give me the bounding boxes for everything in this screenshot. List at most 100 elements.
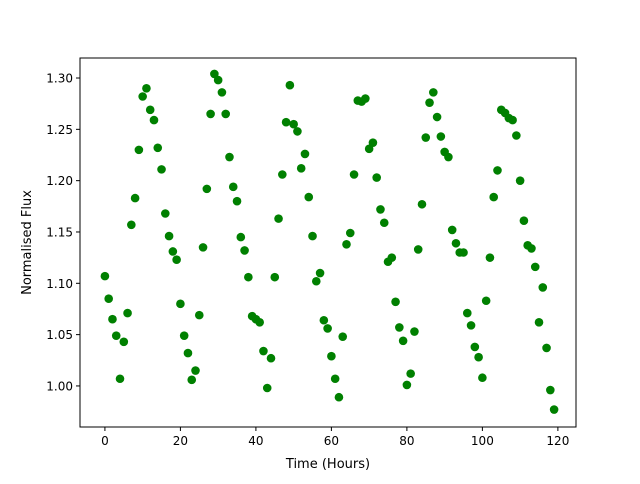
data-point — [127, 220, 136, 230]
data-point — [538, 283, 548, 292]
y-axis-ticks: 1.00 1.05 1.10 1.15 1.20 1.25 1.30 — [46, 72, 80, 393]
data-point — [198, 243, 208, 252]
x-tick-label: 20 — [173, 434, 188, 448]
data-point — [417, 199, 427, 209]
data-point — [345, 228, 355, 238]
data-point — [391, 297, 400, 307]
data-point — [244, 272, 253, 282]
data-point — [398, 336, 408, 346]
data-point — [179, 331, 189, 340]
data-point — [444, 152, 453, 162]
data-point — [289, 119, 298, 129]
data-point — [338, 332, 348, 341]
data-point — [130, 193, 140, 203]
data-point — [319, 315, 329, 325]
data-points — [100, 69, 559, 414]
data-point — [206, 109, 215, 119]
data-point — [323, 324, 332, 333]
data-point — [281, 117, 291, 127]
data-point — [387, 253, 397, 262]
data-point — [157, 165, 166, 174]
data-point — [379, 218, 389, 228]
data-point — [191, 366, 200, 375]
data-point — [527, 244, 536, 253]
data-point — [376, 205, 385, 214]
data-point — [176, 299, 185, 309]
data-point — [330, 374, 340, 384]
data-point — [421, 133, 431, 142]
data-point — [451, 238, 461, 248]
x-axis-label: Time (Hours) — [285, 457, 370, 472]
data-point — [225, 152, 234, 162]
y-tick-label: 1.20 — [46, 174, 73, 188]
data-point — [462, 308, 472, 318]
data-point — [255, 318, 264, 327]
y-tick-label: 1.05 — [46, 328, 73, 342]
data-point — [285, 80, 295, 90]
data-point — [425, 98, 434, 107]
data-point — [183, 348, 193, 358]
data-point — [119, 337, 129, 347]
data-point — [447, 225, 457, 235]
data-point — [296, 164, 306, 173]
data-point — [115, 374, 125, 384]
data-point — [270, 272, 280, 282]
data-point — [478, 373, 487, 383]
data-point — [164, 231, 174, 241]
x-axis-ticks: 0 20 40 60 80 100 120 — [101, 427, 569, 448]
data-point — [459, 248, 468, 257]
data-point — [485, 253, 495, 262]
data-point — [266, 353, 276, 363]
data-point — [228, 182, 238, 192]
data-point — [100, 271, 110, 281]
data-point — [232, 196, 242, 206]
data-point — [308, 231, 317, 241]
data-point — [262, 383, 272, 393]
data-point — [368, 138, 378, 147]
data-point — [546, 385, 555, 395]
data-point — [153, 143, 163, 153]
data-point — [194, 310, 204, 320]
x-tick-label: 0 — [101, 434, 109, 448]
data-point — [311, 276, 321, 286]
data-point — [508, 115, 517, 125]
data-point — [278, 170, 287, 179]
data-point — [202, 184, 212, 194]
data-point — [549, 405, 559, 414]
x-tick-label: 60 — [324, 434, 339, 448]
data-point — [145, 105, 155, 115]
data-point — [474, 352, 483, 362]
data-point — [236, 232, 246, 242]
data-point — [519, 216, 529, 225]
y-tick-label: 1.25 — [46, 123, 73, 137]
data-point — [429, 88, 438, 97]
data-point — [259, 346, 268, 356]
data-point — [349, 170, 359, 179]
data-point — [138, 92, 147, 101]
data-point — [168, 247, 178, 256]
data-point — [315, 268, 325, 278]
data-point — [481, 296, 491, 306]
data-point — [410, 327, 419, 336]
data-point — [470, 342, 480, 352]
data-point — [515, 176, 525, 185]
data-point — [402, 380, 412, 390]
data-point — [530, 262, 540, 272]
data-point — [489, 192, 499, 202]
data-point — [108, 314, 117, 324]
data-point — [210, 69, 219, 79]
data-point — [436, 132, 446, 141]
data-point — [134, 145, 144, 155]
y-tick-label: 1.00 — [46, 379, 73, 393]
data-point — [304, 192, 314, 202]
data-point — [221, 109, 231, 119]
x-tick-label: 100 — [471, 434, 494, 448]
data-point — [364, 144, 374, 154]
data-point — [361, 94, 370, 103]
data-point — [217, 88, 227, 97]
data-point — [187, 375, 197, 385]
data-point — [300, 149, 310, 159]
data-point — [123, 308, 132, 318]
